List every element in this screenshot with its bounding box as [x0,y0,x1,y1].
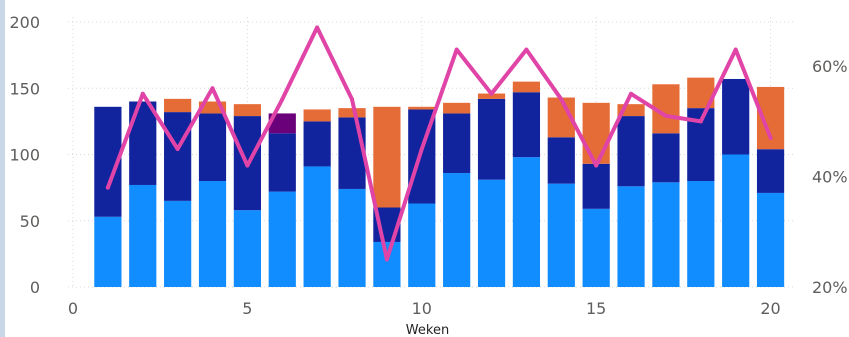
bar-segment [129,184,157,287]
bar-segment [373,106,401,208]
bar-segment [617,116,645,187]
y-tick-label: 200 [9,13,40,32]
bar-segment [687,181,715,287]
bar-segment [547,183,575,287]
line-point [315,25,320,30]
y-tick-label: 150 [9,79,40,98]
y-axis: 0 50 100 150 200 [9,13,40,297]
bar-segment [582,208,610,287]
bar-segment [164,98,192,113]
bar-segment [303,109,331,122]
bar-segment [512,92,541,158]
bar-segment [408,106,436,110]
bar-segment [443,102,471,114]
line-point [140,91,145,96]
bar-segment [756,149,785,193]
line-point [489,91,494,96]
bar-segment [582,163,610,209]
line-point [768,135,773,140]
y2-tick-label: 20% [812,278,848,297]
bar-segment [94,216,122,287]
line-point [280,97,285,102]
line-point [245,163,250,168]
bar-segment [652,133,680,183]
bar-segment [373,241,401,287]
line-point [210,86,215,91]
bar-segment [164,200,192,287]
line-series-path [105,25,773,262]
bar-segment [268,133,296,192]
x-tick-label: 15 [586,299,606,318]
bar-segment [547,137,575,184]
bar-segment [268,113,296,134]
bar-segment [617,104,645,117]
line-point [175,146,180,151]
bar-segment [268,191,296,287]
line-point [663,113,668,118]
bar-segment [303,166,331,287]
bar-segment [198,101,227,114]
x-tick-label: 10 [412,299,432,318]
bar-segment [233,104,261,117]
bar-segment [722,78,750,155]
line-point [524,47,529,52]
bar-series [94,77,785,287]
bar-segment [477,179,506,287]
bar-segment [477,98,506,180]
line-point [350,97,355,102]
bar-segment [338,188,366,287]
y2-tick-label: 60% [812,57,848,76]
y-tick-label: 100 [9,146,40,165]
line-point [698,119,703,124]
bar-segment [652,182,680,287]
y-tick-label: 0 [30,278,40,297]
line-point [419,146,424,151]
bar-segment [512,81,541,93]
bar-segment [477,93,506,99]
bar-segment [582,102,610,164]
line-series [105,25,773,262]
line-point [594,163,599,168]
bar-segment [617,186,645,287]
line-point [629,91,634,96]
x-axis: 0 5 10 15 20 [68,299,781,318]
bar-segment [443,113,471,174]
line-point [454,47,459,52]
x-tick-label: 20 [760,299,780,318]
line-point [384,257,389,262]
bar-segment [722,154,750,287]
bar-segment [233,210,261,287]
bar-segment [338,117,366,189]
left-border [0,0,5,337]
bar-segment [512,157,541,287]
y-tick-label: 50 [20,212,40,231]
bar-segment [303,121,331,167]
line-point [105,185,110,190]
x-tick-label: 0 [68,299,78,318]
bar-segment [756,192,785,287]
bar-segment [198,181,227,287]
bar-segment [338,108,366,118]
bar-segment [198,113,227,181]
y2-axis: 20% 40% 60% [812,57,848,297]
line-point [559,97,564,102]
bar-segment [408,203,436,287]
line-point [733,47,738,52]
bar-segment [443,173,471,287]
bar-segment [164,112,192,201]
x-tick-label: 5 [242,299,252,318]
y2-tick-label: 40% [812,168,848,187]
x-axis-label: Weken [406,323,449,337]
